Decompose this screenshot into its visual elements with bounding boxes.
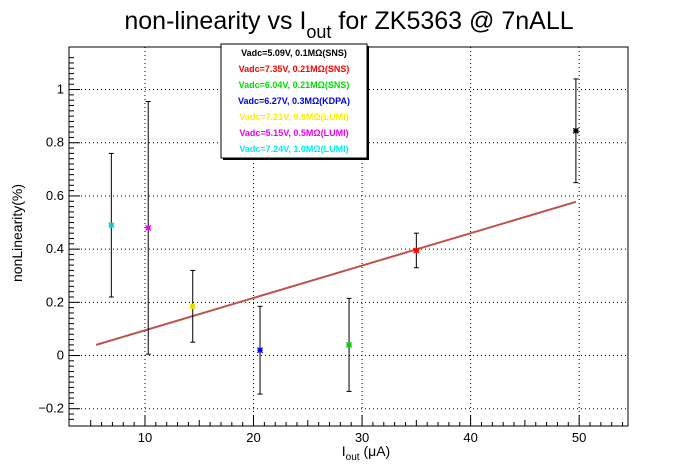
data-point: [189, 269, 196, 343]
x-tick-label: 50: [572, 430, 586, 445]
legend-entry: Vadc=7.21V, 9.5MΩ(LUMI): [239, 112, 348, 122]
x-axis-title: Iout (μA): [342, 443, 390, 463]
chart-title-main: non-linearity vs I: [124, 7, 306, 35]
x-tick-label: 40: [463, 430, 477, 445]
x-tick-label: 20: [246, 430, 260, 445]
marker-d2: [256, 347, 264, 354]
marker-d2: [108, 222, 115, 229]
legend-entry: Vadc=6.04V, 0.21MΩ(SNS): [239, 80, 350, 90]
data-point: [256, 305, 264, 395]
data-point: [572, 78, 579, 184]
x-tick-label: 30: [355, 430, 369, 445]
y-axis-title: nonLinearity(%): [9, 184, 25, 282]
legend-entry: Vadc=5.09V, 0.1MΩ(SNS): [241, 48, 347, 58]
y-tick-label: 0.8: [46, 135, 64, 150]
marker-d2: [413, 247, 420, 254]
axis-ticks: 10 20 30 40 50 −0.2 0 0.2 0.4 0.6 0.8 1: [38, 57, 624, 445]
data-point: [145, 101, 152, 355]
legend-box: [220, 43, 368, 159]
legend-entry: Vadc=7.35V, 0.21MΩ(SNS): [239, 64, 350, 74]
x-axis-title-tail: (μA): [360, 443, 391, 459]
marker-d2: [145, 224, 152, 231]
data-point: [108, 152, 115, 298]
y-tick-label: −0.2: [38, 401, 64, 416]
chart-title-sub: out: [306, 22, 331, 42]
y-tick-label: 0.4: [46, 241, 64, 256]
x-tick-label: 10: [138, 430, 152, 445]
data-point: [345, 297, 353, 392]
y-tick-label: 1: [57, 82, 64, 97]
fit-line: [95, 200, 577, 346]
legend: Vadc=5.09V, 0.1MΩ(SNS) Vadc=7.35V, 0.21MΩ…: [220, 43, 369, 160]
fit-line-layer: [95, 200, 577, 346]
legend-entry: Vadc=7.24V, 1.0MΩ(LUMI): [239, 144, 348, 154]
y-tick-label: 0: [57, 348, 64, 363]
legend-entry: Vadc=5.15V, 0.5MΩ(LUMI): [239, 128, 348, 138]
marker-d2: [189, 303, 196, 310]
x-axis-title-main: I: [342, 443, 346, 459]
y-tick-label: 0.6: [46, 188, 64, 203]
chart-title: non-linearity vs Iout for ZK5363 @ 7nALL: [124, 7, 573, 42]
data-point: [413, 232, 420, 269]
legend-entry: Vadc=6.27V, 0.3MΩ(KDPA): [238, 96, 350, 106]
marker-d2: [572, 127, 579, 134]
chart-title-tail: for ZK5363 @ 7nALL: [331, 7, 573, 35]
x-axis-title-sub: out: [346, 452, 360, 463]
marker-d2: [345, 341, 353, 348]
data-points-layer: [108, 78, 579, 395]
y-tick-label: 0.2: [46, 294, 64, 309]
